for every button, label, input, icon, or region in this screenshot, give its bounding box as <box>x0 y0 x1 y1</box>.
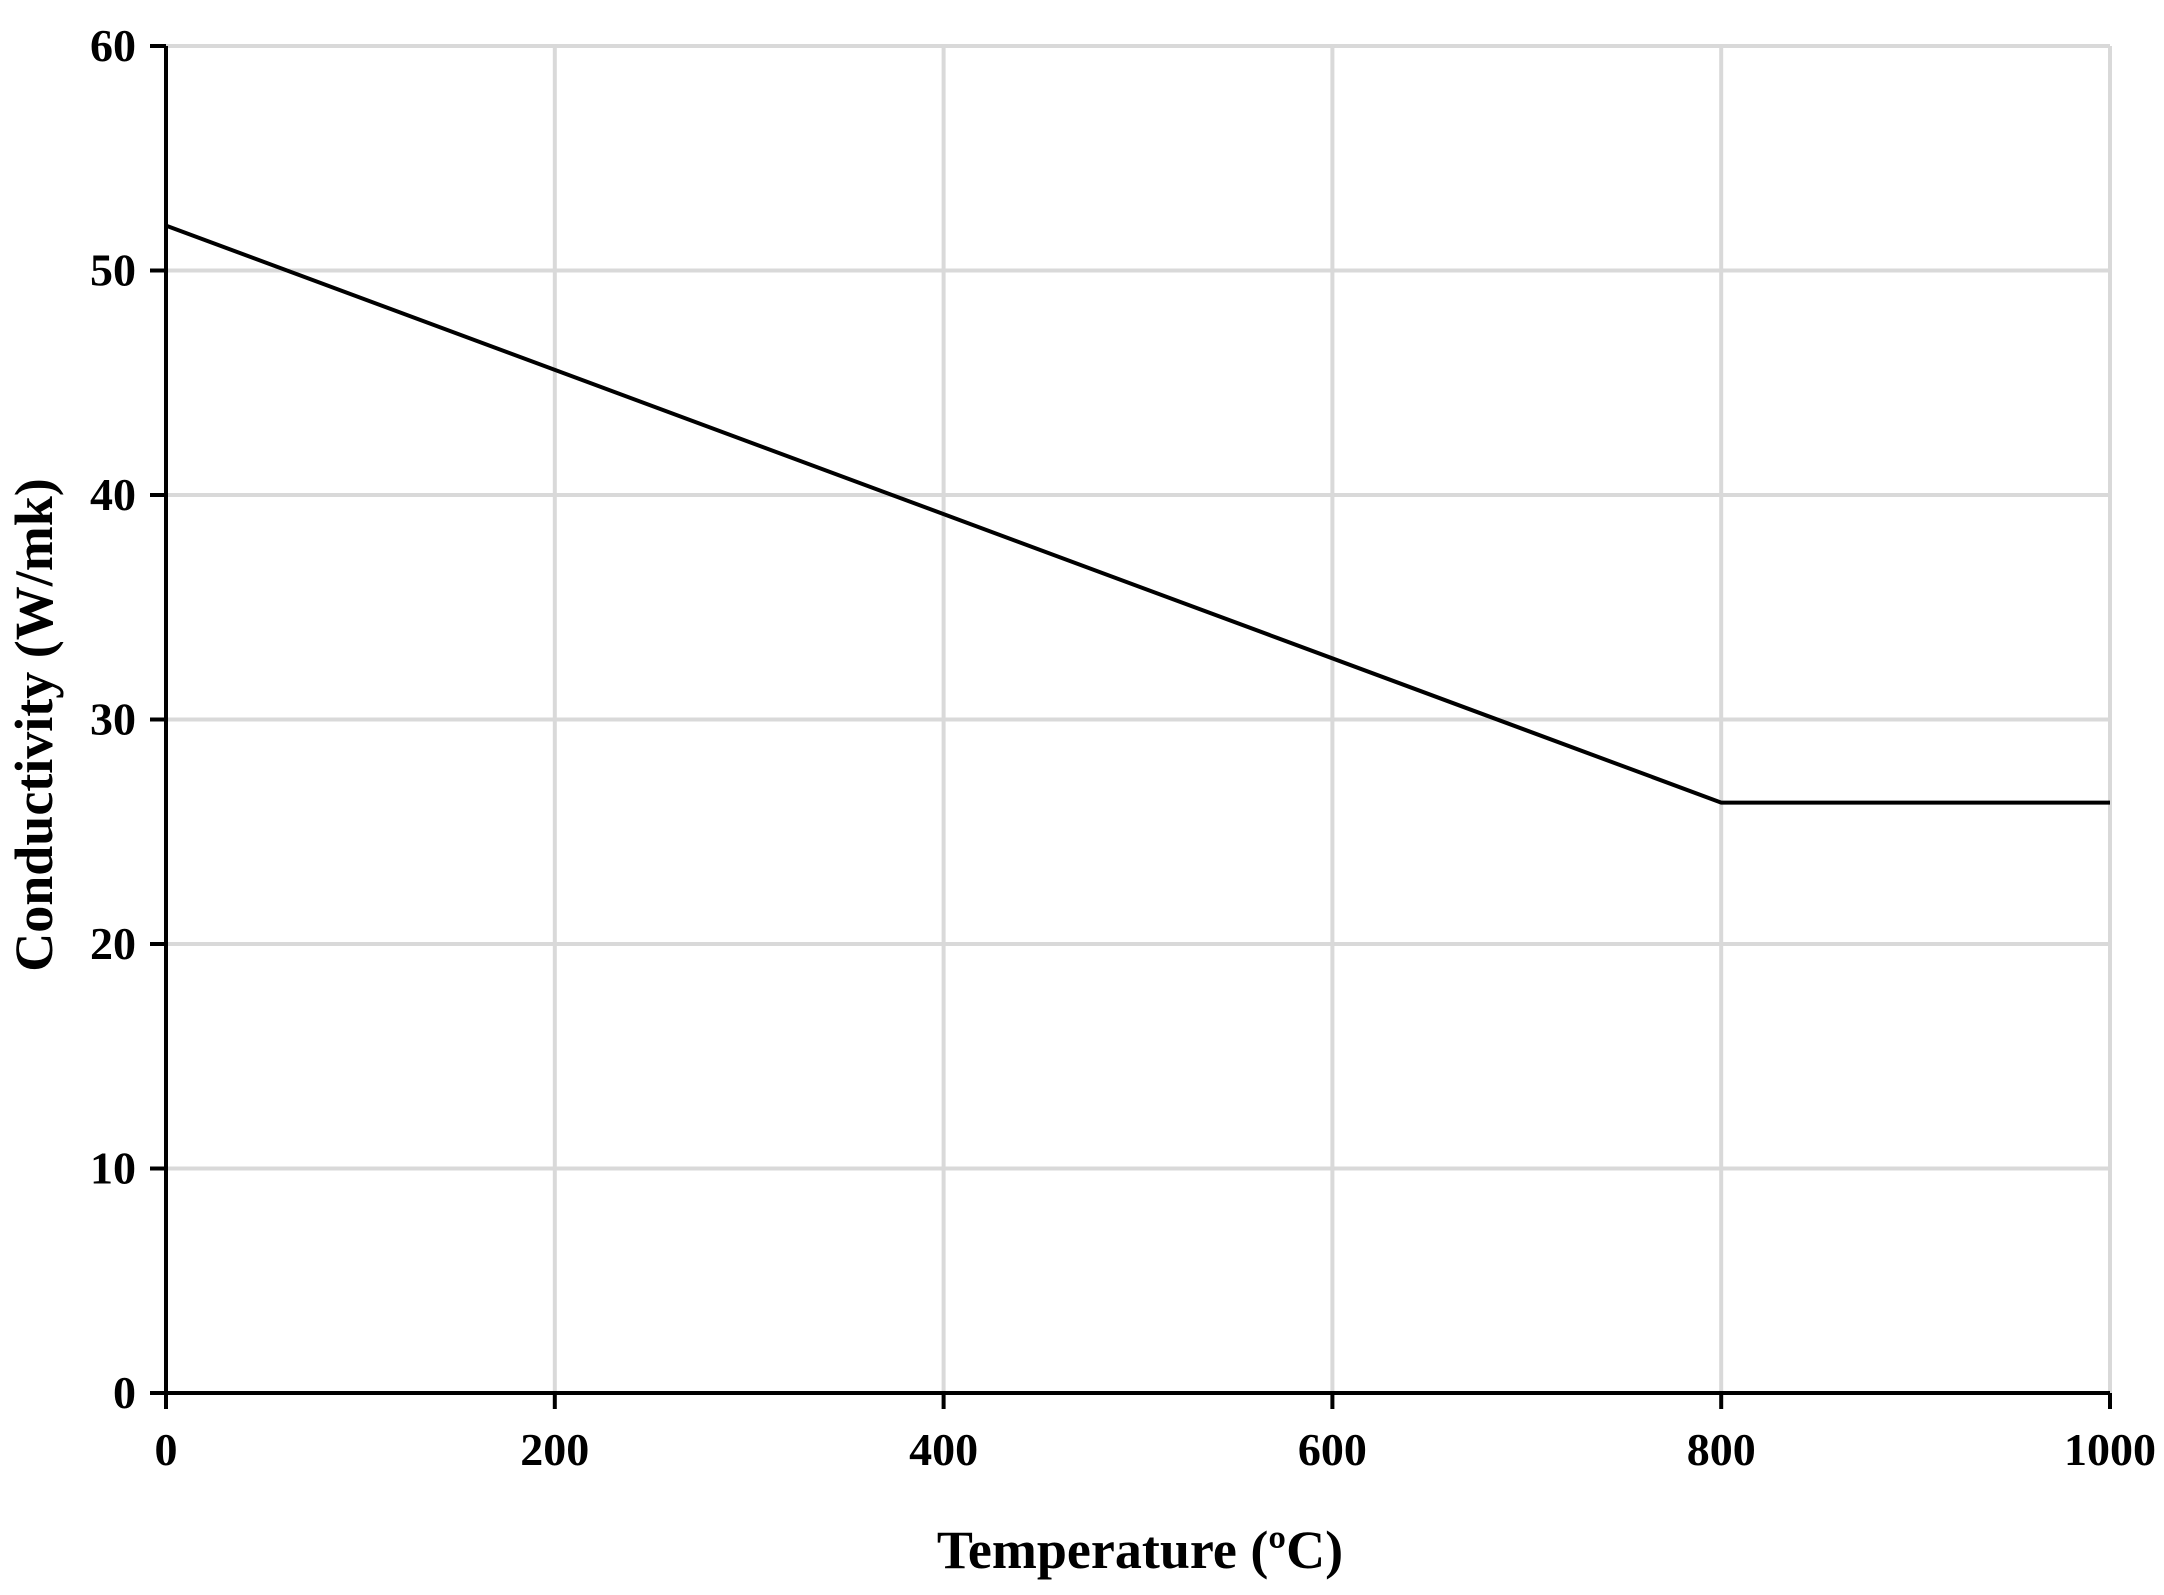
grid-lines <box>166 44 2112 1393</box>
y-tick-label-10: 10 <box>90 1143 136 1194</box>
series-lines <box>165 223 2110 805</box>
y-tick-labels: 0 10 20 30 40 50 60 <box>90 20 136 1418</box>
x-tick-label-0: 0 <box>155 1424 178 1475</box>
y-tick-label-0: 0 <box>113 1367 136 1418</box>
x-tick-labels: 0 200 400 600 800 1000 <box>155 1424 2157 1475</box>
x-tick-label-400: 400 <box>909 1424 978 1475</box>
y-tick-label-60: 60 <box>90 20 136 71</box>
y-axis-title: Conductivity (W/mk) <box>4 478 64 972</box>
y-tick-label-20: 20 <box>90 918 136 969</box>
x-tick-label-600: 600 <box>1298 1424 1367 1475</box>
series-line-0 <box>165 223 2110 805</box>
axes <box>150 44 2112 1409</box>
y-tick-label-40: 40 <box>90 469 136 520</box>
x-tick-label-800: 800 <box>1687 1424 1756 1475</box>
y-tick-label-50: 50 <box>90 245 136 296</box>
y-tick-label-30: 30 <box>90 694 136 745</box>
x-tick-label-1000: 1000 <box>2064 1424 2156 1475</box>
x-axis-title: Temperature (ºC) <box>937 1520 1343 1580</box>
x-tick-label-200: 200 <box>520 1424 589 1475</box>
